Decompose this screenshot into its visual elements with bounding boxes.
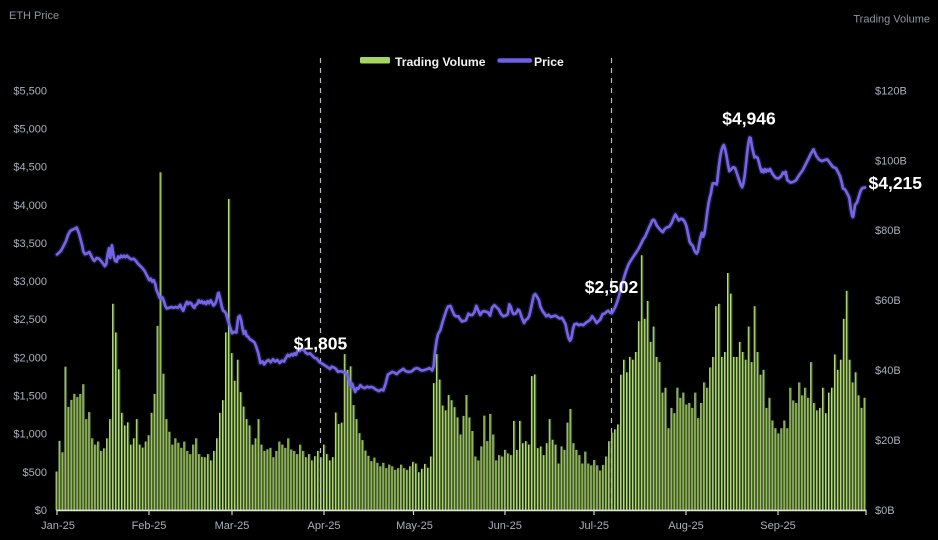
svg-text:$60B: $60B (875, 295, 901, 307)
svg-text:Jul-25: Jul-25 (579, 520, 609, 532)
svg-text:Sep-25: Sep-25 (760, 520, 795, 532)
svg-text:Jan-25: Jan-25 (41, 520, 75, 532)
svg-text:$1,000: $1,000 (13, 429, 47, 441)
svg-text:$1,500: $1,500 (13, 391, 47, 403)
svg-text:$80B: $80B (875, 225, 901, 237)
svg-text:$100B: $100B (875, 155, 907, 167)
svg-text:$0: $0 (35, 505, 47, 517)
svg-text:Mar-25: Mar-25 (215, 520, 250, 532)
svg-text:Trading Volume: Trading Volume (395, 55, 486, 69)
svg-text:$1,805: $1,805 (294, 334, 348, 354)
svg-text:$3,500: $3,500 (13, 238, 47, 250)
svg-text:$4,000: $4,000 (13, 200, 47, 212)
svg-text:$4,500: $4,500 (13, 162, 47, 174)
svg-text:Price: Price (534, 55, 564, 69)
svg-text:Trading Volume: Trading Volume (853, 14, 930, 26)
svg-text:$40B: $40B (875, 365, 901, 377)
svg-text:$2,502: $2,502 (585, 277, 639, 297)
svg-text:$4,946: $4,946 (722, 109, 776, 129)
svg-text:$500: $500 (23, 467, 47, 479)
svg-text:$3,000: $3,000 (13, 276, 47, 288)
svg-text:Jun-25: Jun-25 (488, 520, 522, 532)
svg-text:May-25: May-25 (396, 520, 433, 532)
svg-text:Apr-25: Apr-25 (307, 520, 340, 532)
svg-text:ETH Price: ETH Price (9, 10, 59, 22)
svg-text:Feb-25: Feb-25 (132, 520, 167, 532)
svg-text:$20B: $20B (875, 435, 901, 447)
svg-text:$120B: $120B (875, 85, 907, 97)
svg-text:Aug-25: Aug-25 (668, 520, 703, 532)
svg-text:$5,500: $5,500 (13, 85, 47, 97)
svg-text:$4,215: $4,215 (869, 173, 923, 193)
svg-text:$2,500: $2,500 (13, 314, 47, 326)
svg-text:$5,000: $5,000 (13, 124, 47, 136)
svg-text:$0B: $0B (875, 505, 895, 517)
svg-text:$2,000: $2,000 (13, 352, 47, 364)
